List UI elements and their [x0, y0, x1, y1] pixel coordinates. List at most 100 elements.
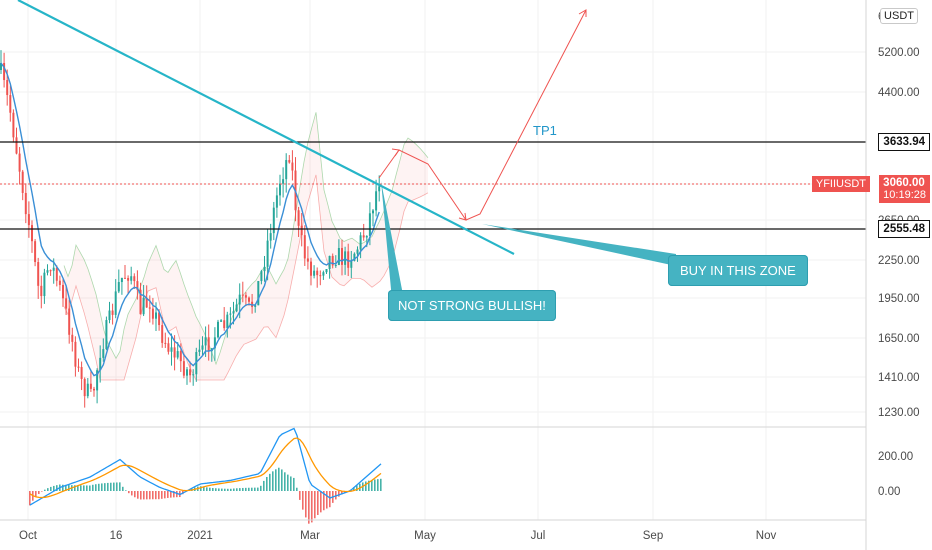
candle-body [282, 179, 285, 184]
candle-body [254, 305, 257, 307]
macd-histogram-bar [77, 485, 79, 491]
macd-histogram-bar [230, 488, 232, 491]
candle-body [18, 153, 21, 172]
macd-histogram-bar [275, 469, 277, 491]
macd-histogram-bar [374, 479, 376, 491]
descending-trendline[interactable] [17, 0, 515, 255]
macd-histogram-bar [353, 487, 355, 491]
macd-histogram-bar [140, 491, 142, 500]
candle-body [77, 366, 80, 368]
macd-histogram-bar [278, 467, 280, 491]
candle-body [6, 80, 9, 96]
candle-body [24, 192, 27, 215]
macd-histogram-bar [89, 485, 91, 491]
macd-histogram-bar [44, 489, 46, 491]
candle-body [189, 369, 192, 376]
candle-body [306, 258, 309, 262]
macd-histogram-bar [131, 491, 133, 496]
candle-body [139, 289, 142, 315]
macd-histogram-bar [161, 491, 163, 499]
ma-line [0, 62, 380, 377]
candle-body [99, 357, 102, 371]
candle-body [9, 95, 12, 113]
macd-histogram-bar [221, 488, 223, 491]
macd-histogram-bar [356, 485, 358, 491]
currency-label[interactable]: USDT [880, 8, 918, 24]
macd-histogram-bar [257, 487, 259, 491]
candle-body [226, 314, 229, 329]
macd-histogram-bar [29, 491, 31, 506]
macd-histogram-bar [68, 485, 70, 491]
candle-body [334, 264, 337, 266]
price-axis[interactable]: 65200.004400.002650.002250.001950.001650… [878, 11, 920, 419]
macd-histogram-bar [212, 488, 214, 491]
candle-body [192, 374, 195, 376]
price-tick-label: 5200.00 [878, 47, 920, 59]
macd-histogram-bar [209, 487, 211, 491]
candle-body [62, 284, 64, 299]
candle-body [204, 337, 207, 346]
macd-histogram-bar [323, 491, 325, 511]
macd-histogram-bar [125, 490, 127, 491]
candle-body [300, 225, 303, 236]
candle-body [120, 277, 123, 283]
macd-histogram-bar [245, 487, 247, 491]
candle-body [291, 162, 294, 171]
macd-histogram-bar [65, 484, 67, 491]
macd-histogram-bar [329, 491, 331, 508]
candle-body [93, 388, 95, 391]
macd-histogram-bar [239, 488, 241, 491]
time-tick-label: May [414, 530, 436, 542]
macd-histogram-bar [173, 491, 175, 498]
macd-histogram-bar [200, 486, 202, 491]
candle-body [241, 294, 244, 296]
candle-body [322, 272, 325, 276]
candle-body [272, 207, 275, 234]
macd-histogram-bar [38, 491, 40, 494]
chart-drawings [0, 0, 866, 300]
time-axis[interactable]: Oct 16 2021 Mar May Jul Sep Nov [19, 530, 776, 542]
candle-body [297, 210, 300, 226]
macd-histogram-bar [206, 487, 208, 491]
candle-body [176, 351, 179, 358]
macd-histogram-bar [62, 484, 64, 491]
macd-histogram-bar [146, 491, 148, 500]
candle-body [133, 276, 136, 282]
candle-body [155, 312, 157, 319]
candle-body [142, 297, 145, 315]
candle-body [111, 310, 114, 315]
macd-histogram-bar [305, 491, 307, 518]
candle-body [238, 294, 241, 305]
candle-body [220, 320, 223, 322]
macd-histogram-bar [92, 484, 94, 491]
macd-histogram-bar [254, 487, 256, 491]
candle-body [263, 266, 266, 272]
resistance-price-tag: 3633.94 [878, 133, 930, 151]
macd-histogram-bar [314, 491, 316, 519]
macd-histogram-bar [284, 472, 286, 491]
candle-body [161, 325, 164, 343]
candle-body [158, 312, 161, 326]
macd-histogram-bar [251, 487, 253, 491]
candle-body [356, 249, 359, 254]
candle-body [229, 313, 232, 315]
candle-body [86, 383, 89, 397]
candle-body [40, 285, 43, 297]
macd-histogram-bar [137, 491, 139, 499]
candle-body [89, 383, 92, 389]
macd-histogram-bar [371, 480, 373, 491]
not-bullish-callout[interactable]: NOT STRONG BULLISH! [388, 290, 556, 321]
candle-body [52, 267, 55, 271]
price-tick-label: 1230.00 [878, 407, 920, 419]
symbol-tag: YFIIUSDT [811, 176, 870, 192]
time-tick-label: 16 [110, 530, 123, 542]
buy-zone-callout[interactable]: BUY IN THIS ZONE [668, 255, 808, 286]
candle-body [378, 186, 381, 192]
candle-body [313, 270, 316, 276]
macd-histogram-bar [287, 474, 289, 491]
macd-histogram-bar [236, 488, 238, 491]
candle-body [27, 214, 30, 226]
candle-body [80, 367, 83, 379]
candle-body [3, 63, 6, 81]
